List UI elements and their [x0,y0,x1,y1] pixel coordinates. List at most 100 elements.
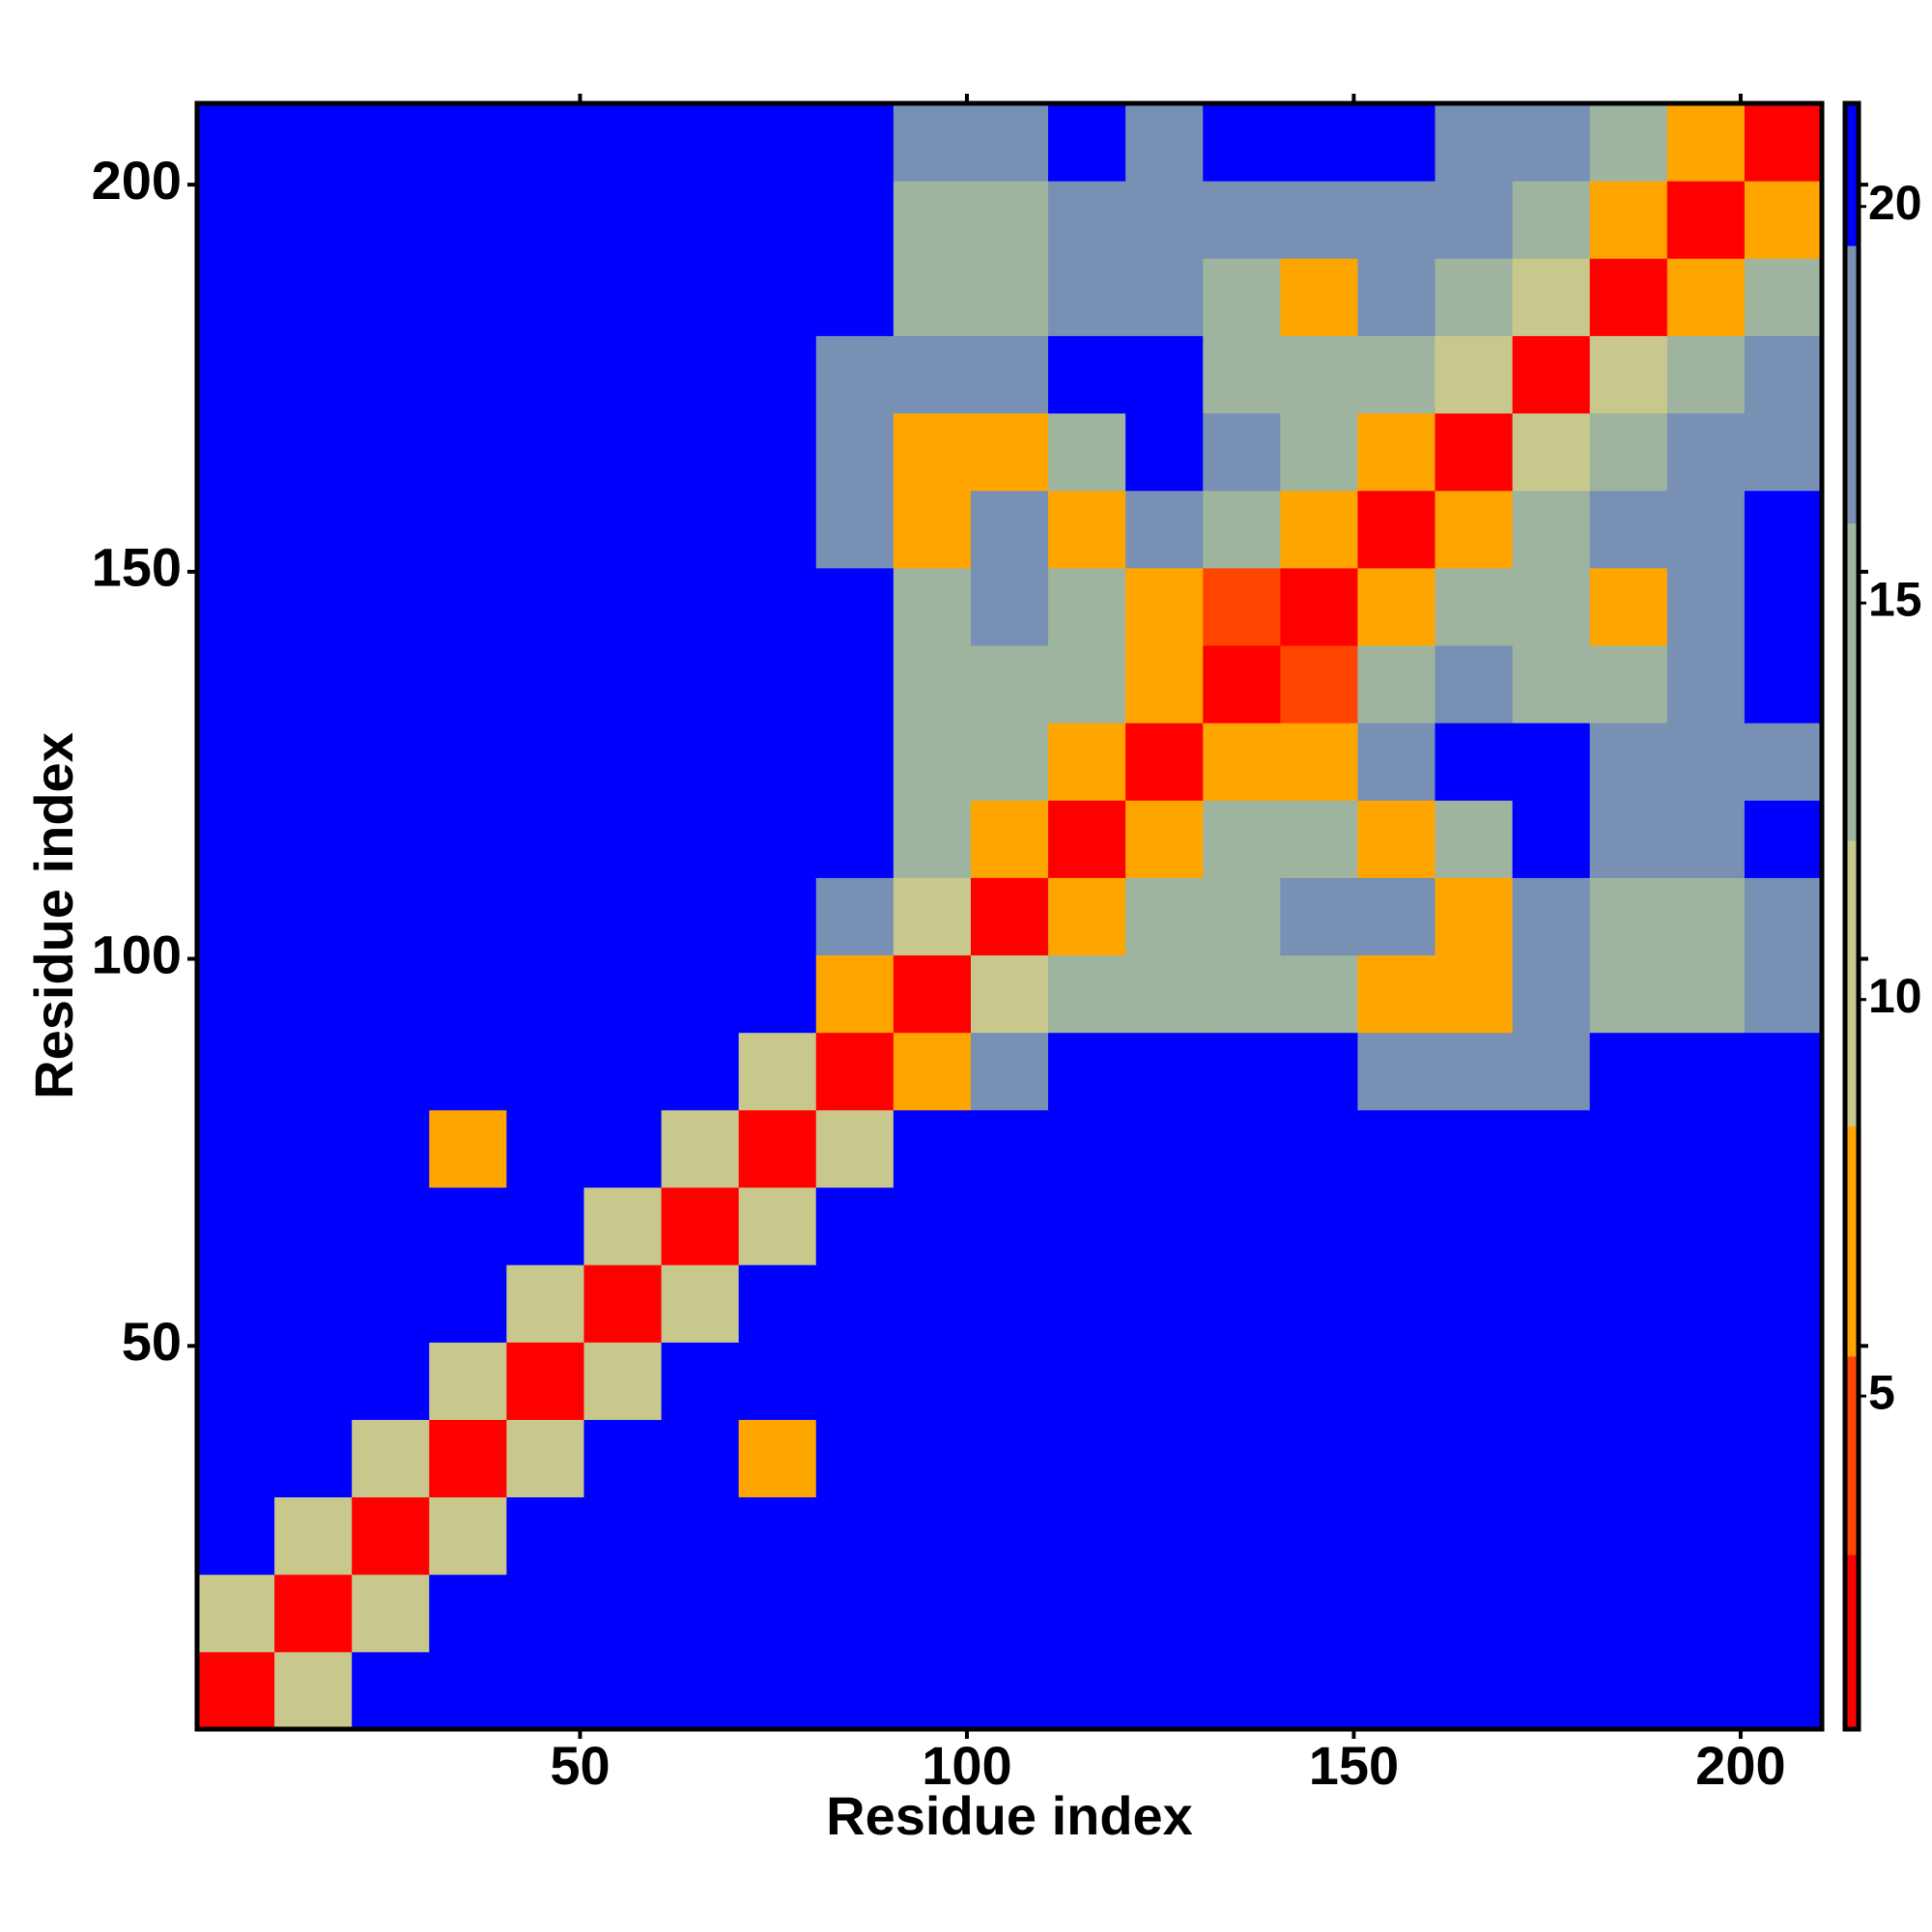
heatmap-cell [352,1109,430,1188]
heatmap-cell [1203,567,1281,646]
heatmap-cell [1048,1574,1126,1653]
heatmap-cell [1512,1032,1591,1111]
heatmap-cell [1512,1342,1591,1420]
heatmap-cell [815,800,895,878]
heatmap-cell [583,954,663,1034]
heatmap-cell [1203,412,1281,492]
heatmap-cell [1125,1032,1204,1111]
heatmap-cell [738,181,817,259]
heatmap-cell [1280,1419,1358,1498]
heatmap-cell [1666,800,1746,878]
heatmap-cell [352,490,430,569]
heatmap-cell [506,181,584,259]
heatmap-cell [429,103,507,182]
heatmap-cell [1048,645,1126,724]
heatmap-cell [893,412,972,492]
heatmap-cell [583,335,663,414]
heatmap-cell [738,1187,817,1265]
heatmap-cell [1435,800,1514,878]
heatmap-cell [352,412,430,492]
heatmap-cell [274,335,353,414]
heatmap-cell [1666,954,1746,1034]
heatmap-cell [583,181,663,259]
heatmap-cell [1512,412,1591,492]
heatmap-cell [1203,954,1281,1034]
heatmap-cell [1280,954,1358,1034]
heatmap-cell [1048,181,1126,259]
heatmap-cell [274,181,353,259]
heatmap-cell [1357,1496,1436,1576]
x-tick-label: 50 [550,1735,610,1796]
heatmap-cell [1280,1187,1358,1265]
y-tick-label: 100 [92,923,182,984]
heatmap-cell [429,181,507,259]
heatmap-cell [1435,1496,1514,1576]
colorbar-segment [1845,1554,1859,1729]
heatmap-cell [506,490,584,569]
heatmap-cell [506,877,584,956]
heatmap-cell [1203,335,1281,414]
heatmap-cell [1435,1032,1514,1111]
heatmap-cell [197,1032,275,1111]
heatmap-cell [815,1496,895,1576]
heatmap-cell [1744,181,1823,259]
heatmap-cell [1435,412,1514,492]
heatmap-cell [1125,877,1204,956]
heatmap-cell [1435,1264,1514,1343]
heatmap-cell [506,567,584,646]
heatmap-cell [1666,103,1746,182]
heatmap-cell [352,258,430,336]
heatmap-cell [1744,1109,1823,1188]
heatmap-cell [197,1574,275,1653]
heatmap-cell [1357,567,1436,646]
heatmap-cell [815,1574,895,1653]
heatmap-cell [815,1187,895,1265]
heatmap-cell [970,412,1049,492]
heatmap-cell [429,645,507,724]
heatmap-cells [197,103,1823,1730]
heatmap-cell [1512,1651,1591,1730]
heatmap-cell [970,567,1049,646]
heatmap-cell [661,954,740,1034]
heatmap-cell [1589,723,1668,801]
heatmap-cell [970,1574,1049,1653]
heatmap-cell [893,1574,972,1653]
heatmap-cell [1435,258,1514,336]
heatmap-cell [1203,1032,1281,1111]
heatmap-cell [1357,1187,1436,1265]
heatmap-cell [815,1032,895,1111]
heatmap-cell [1048,1419,1126,1498]
heatmap-cell [352,645,430,724]
heatmap-cell [429,800,507,878]
heatmap-cell [274,1496,353,1576]
heatmap-cell [1125,800,1204,878]
heatmap-cell [352,1496,430,1576]
heatmap-cell [893,1419,972,1498]
heatmap-cell [197,1496,275,1576]
heatmap-cell [1125,103,1204,182]
heatmap-cell [197,567,275,646]
heatmap-cell [583,1187,663,1265]
colorbar-tick-label: 20 [1868,176,1922,230]
heatmap-cell [1589,1419,1668,1498]
heatmap-cell [274,103,353,182]
heatmap-cell [1048,1109,1126,1188]
heatmap-cell [661,1342,740,1420]
heatmap-cell [970,1342,1049,1420]
heatmap-cell [1744,1187,1823,1265]
heatmap-cell [661,723,740,801]
heatmap-cell [429,1574,507,1653]
y-tick-label: 150 [92,537,182,598]
heatmap-cell [738,1032,817,1111]
heatmap-cell [738,567,817,646]
colorbar-tick-label: 10 [1868,969,1922,1023]
heatmap-cell [1203,1419,1281,1498]
heatmap-cell [1357,800,1436,878]
heatmap-cell [1435,490,1514,569]
heatmap-cell [1357,645,1436,724]
heatmap-cell [815,1651,895,1730]
heatmap-cell [197,103,275,182]
heatmap-cell [661,567,740,646]
heatmap-cell [506,258,584,336]
heatmap-cell [970,800,1049,878]
